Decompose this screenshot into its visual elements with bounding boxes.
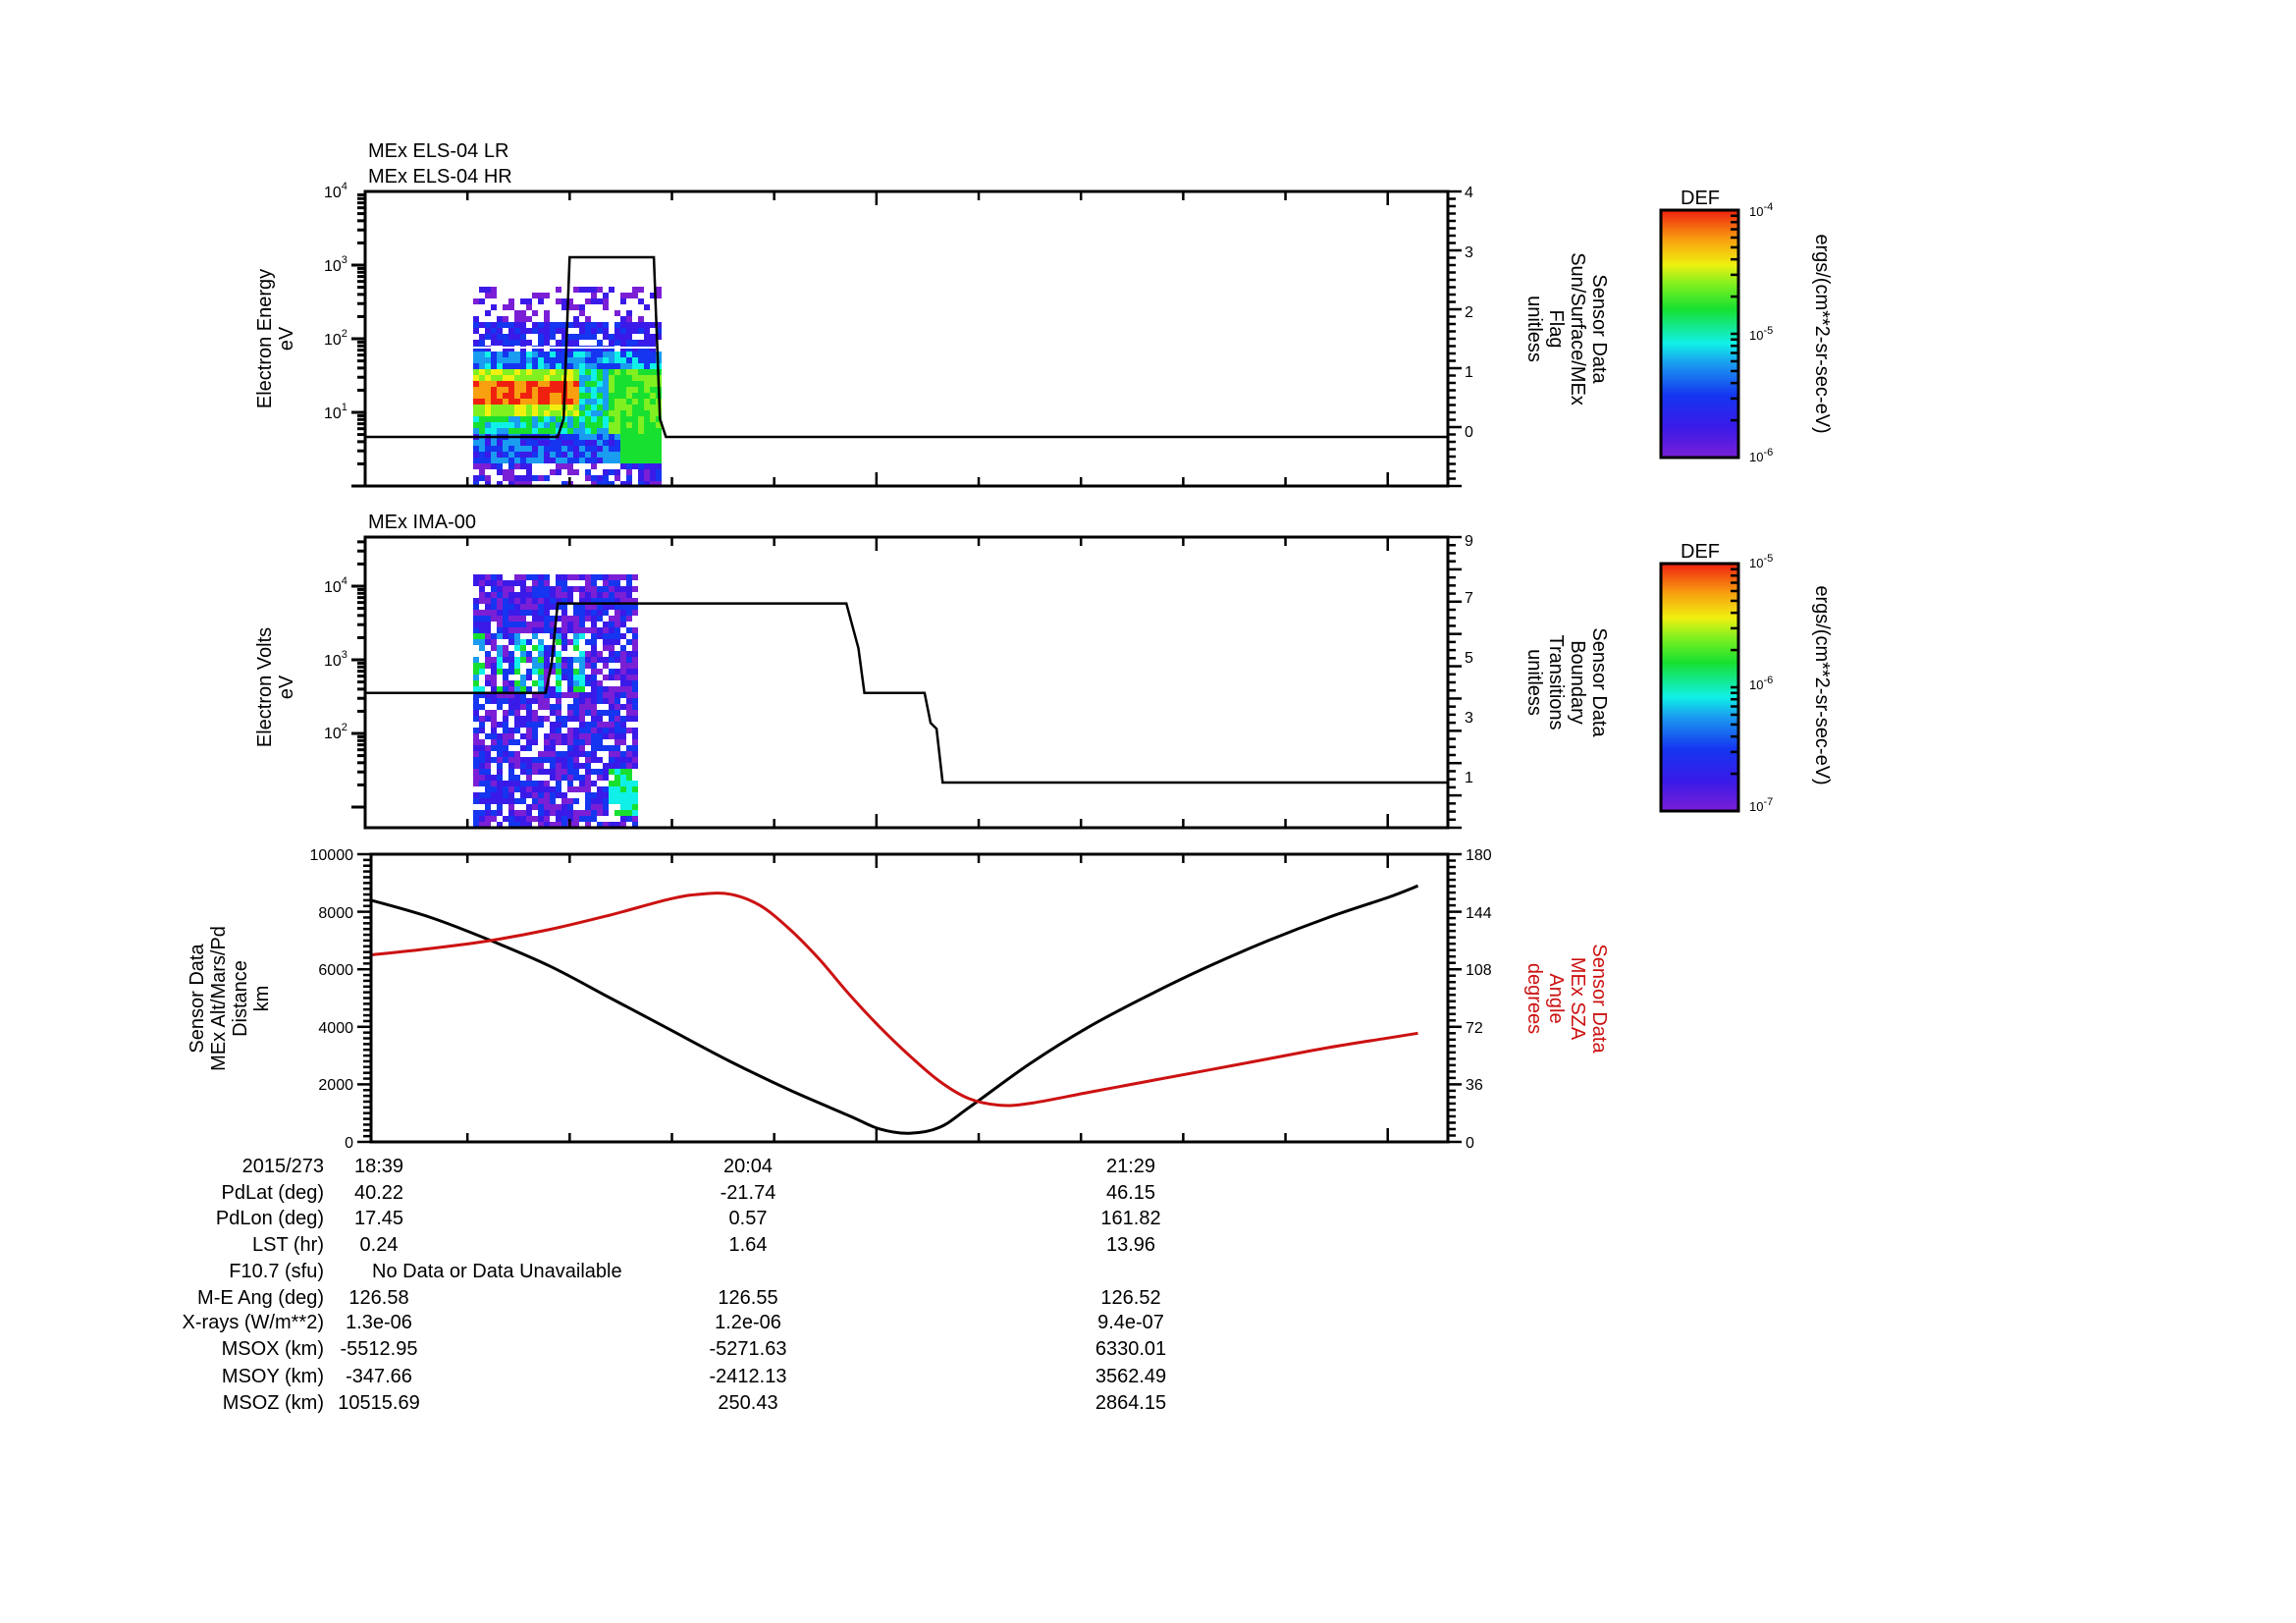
svg-text:4: 4 xyxy=(1465,185,1473,201)
els-spectrogram xyxy=(473,287,662,486)
svg-text:102: 102 xyxy=(324,328,347,349)
panel3-ylabel: Sensor Data MEx Alt/Mars/Pd Distance km xyxy=(187,926,273,1071)
svg-text:Sensor Data: Sensor Data xyxy=(187,944,208,1054)
panel2-y2label: Sensor Data Boundary Transitions unitles… xyxy=(1523,627,1610,737)
svg-text:1: 1 xyxy=(1465,364,1473,381)
svg-text:Sun/Surface/MEx: Sun/Surface/MEx xyxy=(1567,252,1588,406)
svg-text:Boundary: Boundary xyxy=(1567,640,1588,725)
svg-text:Electron Volts: Electron Volts xyxy=(254,627,276,747)
svg-text:eV: eV xyxy=(276,326,297,351)
altitude-sza-lines xyxy=(371,884,1419,1135)
svg-text:MEx Alt/Mars/Pd: MEx Alt/Mars/Pd xyxy=(208,926,230,1071)
panel1-title-hr: MEx ELS-04 HR xyxy=(368,166,512,188)
panel2-ylabel: Electron Volts eV xyxy=(254,627,297,747)
panel-els: MEx ELS-04 LR MEx ELS-04 HR 104 103 102 … xyxy=(254,140,1833,488)
svg-text:10000: 10000 xyxy=(310,847,354,864)
svg-text:DEF: DEF xyxy=(1681,541,1720,563)
panel1-ylabel: Electron Energy eV xyxy=(254,269,297,408)
svg-text:2: 2 xyxy=(1465,304,1473,321)
svg-text:Transitions: Transitions xyxy=(1545,634,1567,730)
svg-text:Sensor Data: Sensor Data xyxy=(1588,944,1610,1054)
panel3-y2label: Sensor Data MEx SZA Angle degrees xyxy=(1523,944,1610,1054)
svg-text:8000: 8000 xyxy=(318,905,353,922)
panel-orbit: 10000 8000 6000 4000 2000 0 Sensor Data … xyxy=(187,847,1610,1152)
panel1-y2label: Sensor Data Sun/Surface/MEx Flag unitles… xyxy=(1523,252,1610,406)
svg-text:eV: eV xyxy=(276,675,297,699)
sun-surface-flag-line xyxy=(365,255,1448,439)
panel1-y2-tick-labels: 4 3 2 1 0 xyxy=(1465,185,1473,441)
svg-text:10-4: 10-4 xyxy=(1749,201,1773,219)
svg-text:km: km xyxy=(251,986,273,1012)
panel1-y-tick-labels: 104 103 102 101 xyxy=(324,181,347,422)
panel1-axis-ticks xyxy=(351,189,1462,488)
panel2-y-tick-labels: 104 103 102 xyxy=(324,575,347,742)
panel2-y2-tick-labels: 9 7 5 3 1 xyxy=(1465,533,1473,786)
svg-text:108: 108 xyxy=(1466,962,1492,979)
svg-text:10-6: 10-6 xyxy=(1749,675,1773,692)
svg-text:Sensor Data: Sensor Data xyxy=(1588,274,1610,384)
svg-text:10-5: 10-5 xyxy=(1749,553,1773,570)
svg-text:1: 1 xyxy=(1465,770,1473,786)
svg-text:MEx SZA: MEx SZA xyxy=(1567,957,1588,1041)
svg-text:Electron Energy: Electron Energy xyxy=(254,269,276,408)
svg-text:10-7: 10-7 xyxy=(1749,796,1773,814)
panel1-colorbar: DEF 10-4 10-5 10-6 ergs/(cm**2-sr-sec-eV… xyxy=(1659,188,1833,464)
panel3-y-tick-labels: 10000 8000 6000 4000 2000 0 xyxy=(310,847,354,1152)
svg-text:degrees: degrees xyxy=(1523,963,1545,1034)
svg-text:36: 36 xyxy=(1466,1077,1483,1094)
svg-text:3: 3 xyxy=(1465,244,1473,261)
svg-text:Sensor Data: Sensor Data xyxy=(1588,627,1610,737)
svg-text:Flag: Flag xyxy=(1545,310,1567,349)
svg-text:0: 0 xyxy=(1465,424,1473,441)
svg-text:10-5: 10-5 xyxy=(1749,325,1773,343)
svg-text:0: 0 xyxy=(1466,1135,1474,1152)
svg-text:7: 7 xyxy=(1465,590,1473,607)
svg-text:2000: 2000 xyxy=(318,1077,353,1094)
svg-text:180: 180 xyxy=(1466,847,1492,864)
svg-text:144: 144 xyxy=(1466,905,1492,922)
svg-text:4000: 4000 xyxy=(318,1020,353,1037)
panel3-y2-tick-labels: 180 144 108 72 36 0 xyxy=(1466,847,1492,1152)
svg-text:103: 103 xyxy=(324,254,347,275)
panel2-colorbar: DEF 10-5 10-6 10-7 ergs/(cm**2-sr-sec-eV… xyxy=(1659,541,1833,814)
panel3-frame xyxy=(369,852,1450,1144)
panel3-axis-ticks xyxy=(357,852,1462,1144)
svg-text:9: 9 xyxy=(1465,533,1473,550)
svg-text:6000: 6000 xyxy=(318,962,353,979)
svg-text:103: 103 xyxy=(324,649,347,670)
panel-ima: MEx IMA-00 104 103 102 Electron Volts eV… xyxy=(254,512,1833,830)
panel2-title: MEx IMA-00 xyxy=(368,512,476,533)
svg-text:unitless: unitless xyxy=(1523,296,1545,362)
svg-text:ergs/(cm**2-sr-sec-eV): ergs/(cm**2-sr-sec-eV) xyxy=(1811,585,1833,784)
svg-text:0: 0 xyxy=(345,1135,353,1152)
svg-text:Angle: Angle xyxy=(1545,973,1567,1023)
svg-text:ergs/(cm**2-sr-sec-eV): ergs/(cm**2-sr-sec-eV) xyxy=(1811,234,1833,433)
panel1-title-lr: MEx ELS-04 LR xyxy=(368,140,508,162)
svg-text:104: 104 xyxy=(324,575,347,596)
ima-spectrogram xyxy=(473,574,638,828)
altitude-line xyxy=(371,884,1419,1135)
svg-text:unitless: unitless xyxy=(1523,649,1545,716)
svg-text:DEF: DEF xyxy=(1681,188,1720,209)
svg-text:3: 3 xyxy=(1465,710,1473,727)
panel2-axis-ticks xyxy=(351,535,1462,830)
svg-text:72: 72 xyxy=(1466,1020,1483,1037)
sza-line xyxy=(371,892,1418,1108)
svg-text:104: 104 xyxy=(324,181,347,201)
svg-text:102: 102 xyxy=(324,722,347,742)
svg-text:10-6: 10-6 xyxy=(1749,447,1773,464)
svg-text:5: 5 xyxy=(1465,650,1473,667)
svg-text:Distance: Distance xyxy=(230,960,251,1037)
svg-text:101: 101 xyxy=(324,402,347,422)
boundary-transitions-line xyxy=(365,602,1448,784)
